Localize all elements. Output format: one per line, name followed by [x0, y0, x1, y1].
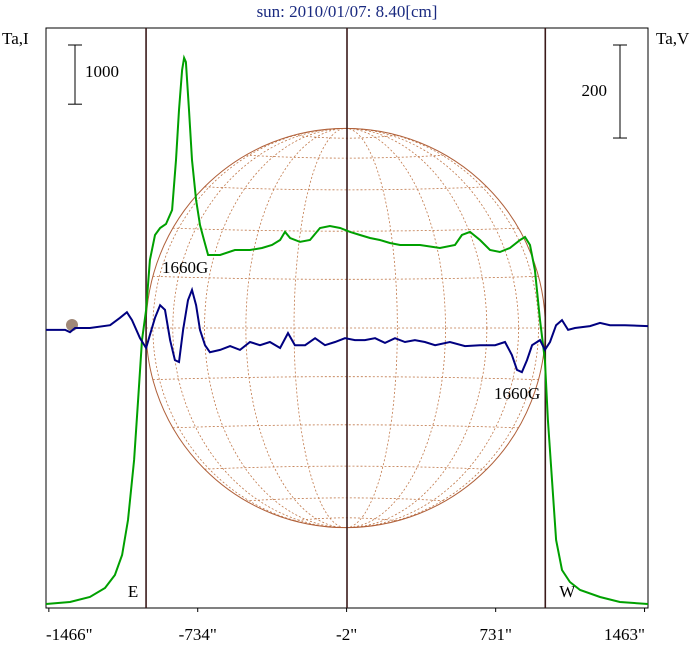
reference-dot [66, 319, 78, 331]
series-line [46, 286, 649, 374]
y2-axis-label: Ta,V [656, 29, 690, 48]
x-tick-label: -2" [336, 625, 357, 644]
y-axis-label: Ta,I [2, 29, 29, 48]
longitude-line [293, 127, 398, 529]
sun-limb [145, 127, 546, 529]
latitude-line [204, 465, 487, 470]
x-tick-label: -734" [179, 625, 217, 644]
latitude-line [204, 186, 487, 191]
marker-label: W [559, 582, 576, 601]
latitude-line [293, 517, 398, 522]
latitude-line [172, 424, 519, 429]
marker-label: E [128, 582, 138, 601]
chart-title: sun: 2010/01/07: 8.40[cm] [257, 2, 438, 21]
x-tick-label: 731" [479, 625, 511, 644]
x-tick-label: 1463" [604, 625, 645, 644]
latitude-line [293, 134, 398, 139]
latitude-line [152, 376, 539, 381]
latitude-line [152, 275, 539, 280]
scale-bar-label: 1000 [85, 62, 119, 81]
scale-bar-label: 200 [582, 81, 608, 100]
sun-globe [145, 127, 546, 529]
latitude-line [245, 154, 446, 159]
annotation: 1660G [494, 384, 540, 403]
series-line [45, 54, 649, 605]
annotation: 1660G [162, 258, 208, 277]
x-tick-label: -1466" [46, 625, 93, 644]
latitude-line [245, 497, 446, 502]
